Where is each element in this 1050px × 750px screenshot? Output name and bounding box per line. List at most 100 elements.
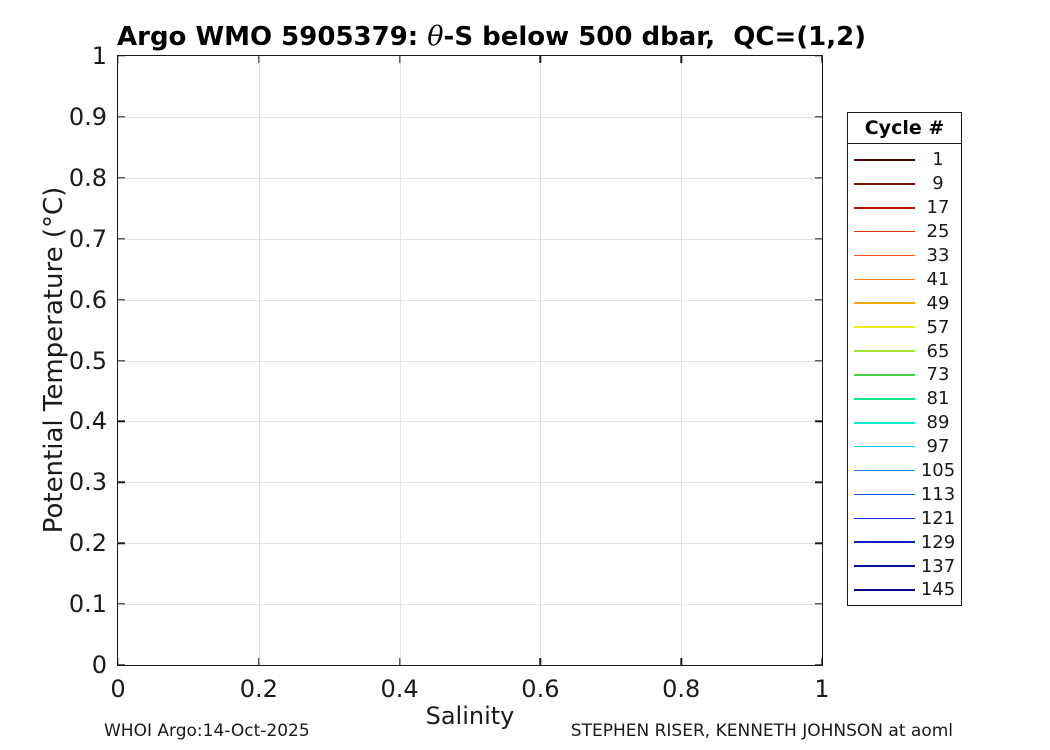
legend-label: 105 [920,460,956,482]
y-tick-mark [815,177,822,179]
x-tick-mark [117,56,119,63]
legend-line-sample [854,254,915,257]
legend-label: 33 [926,245,950,266]
y-tick-mark [118,237,125,240]
legend-label: 17 [926,197,950,219]
legend-item: 41 [848,267,961,291]
legend-line-sample [854,445,915,448]
legend-label: 129 [920,531,956,553]
legend-label: 65 [926,340,950,362]
x-tick-mark [398,658,401,665]
gridline-horizontal [118,482,822,484]
credit-right: STEPHEN RISER, KENNETH JOHNSON at aoml [570,721,953,741]
legend-item: 25 [848,220,961,244]
legend-item: 73 [848,363,961,387]
legend-item: 105 [848,459,961,483]
x-tick-mark [258,658,260,665]
legend-line-sample [854,302,915,305]
legend-line-sample [854,589,915,591]
x-tick-label: 1 [814,675,830,703]
legend-item: 49 [848,291,961,315]
x-tick-mark [117,658,119,665]
credit-left: WHOI Argo:14-Oct-2025 [104,721,310,741]
legend-item: 137 [848,554,961,578]
legend-entries: 1 9 17 25 33 41 49 57 65 73 81 89 97 105 113 121 129 137 1… [848,144,961,605]
legend-label: 9 [932,173,944,195]
gridline-horizontal [118,421,822,423]
y-tick-mark [815,55,822,57]
x-tick-label: 0.8 [662,675,701,703]
legend-line-sample [854,278,915,281]
legend-item: 81 [848,387,961,411]
legend-item: 65 [848,339,961,363]
legend-line-sample [854,230,915,233]
plot-area: 0 0.2 0.4 0.6 0.8 1 0 0.1 0.2 0.3 0.4 0.5 0.6 0.7 0.8 0… [69,42,830,703]
x-tick-mark [821,658,823,665]
theta-symbol: θ [427,21,444,52]
legend-item: 145 [848,578,961,602]
gridline-horizontal [118,238,822,240]
y-tick-label: 0.8 [68,163,107,192]
legend-line-sample [854,326,915,328]
y-tick-mark [815,298,822,301]
legend-item: 113 [848,482,961,506]
legend-line-sample [854,517,915,520]
x-tick-mark [821,56,823,63]
legend-label: 81 [926,388,950,410]
legend-line-sample [854,493,915,496]
y-tick-mark [118,603,125,605]
legend-item: 97 [848,435,961,459]
x-tick-label: 0.4 [380,675,419,703]
legend-label: 97 [926,436,950,458]
legend-item: 129 [848,530,961,554]
legend-title: Cycle # [848,113,961,144]
legend-label: 121 [920,507,956,529]
legend-label: 57 [926,316,950,338]
legend-line-sample [854,350,915,352]
y-tick-mark [815,237,822,240]
legend-label: 73 [926,364,950,386]
y-tick-label: 0.3 [68,468,107,497]
chart-title: Argo WMO 5905379: θ-S below 500 dbar, QC… [117,21,866,52]
y-tick-label: 0.1 [68,590,107,619]
y-tick-label: 0.7 [68,224,107,253]
y-tick-mark [118,481,125,483]
legend-line-sample [854,206,915,209]
y-axis-label: Potential Temperature (°C) [39,186,69,534]
legend-label: 89 [926,412,950,434]
legend-label: 1 [932,149,944,171]
y-tick-mark [118,177,125,179]
x-tick-mark [258,56,260,63]
legend-line-sample [854,565,915,567]
chart-title-suffix: -S below 500 dbar, QC=(1,2) [443,22,867,52]
y-tick-mark [815,420,822,423]
gridline-horizontal [118,543,822,545]
y-tick-label: 0 [91,651,107,679]
legend-line-sample [854,421,915,424]
legend-item: 121 [848,506,961,530]
y-tick-mark [815,664,822,666]
legend-item: 89 [848,411,961,435]
y-tick-mark [118,542,125,544]
legend-item: 9 [848,172,961,196]
y-tick-label: 0.6 [68,285,107,314]
legend-line-sample [854,398,915,400]
gridline-horizontal [118,604,822,606]
y-tick-mark [118,55,125,57]
legend-item: 33 [848,244,961,268]
y-tick-mark [815,481,822,483]
y-tick-mark [815,116,822,118]
gridline-horizontal [118,116,822,118]
y-tick-mark [815,603,822,605]
x-tick-label: 0 [110,675,126,703]
x-tick-mark [680,658,682,665]
y-tick-mark [118,664,125,666]
x-tick-mark [398,56,401,63]
y-tick-mark [118,420,125,423]
y-tick-mark [118,116,125,118]
legend-label: 49 [926,292,950,314]
x-axis-label: Salinity [425,702,515,730]
x-tick-mark [680,56,682,63]
legend-line-sample [854,183,915,185]
y-tick-mark [815,542,822,544]
